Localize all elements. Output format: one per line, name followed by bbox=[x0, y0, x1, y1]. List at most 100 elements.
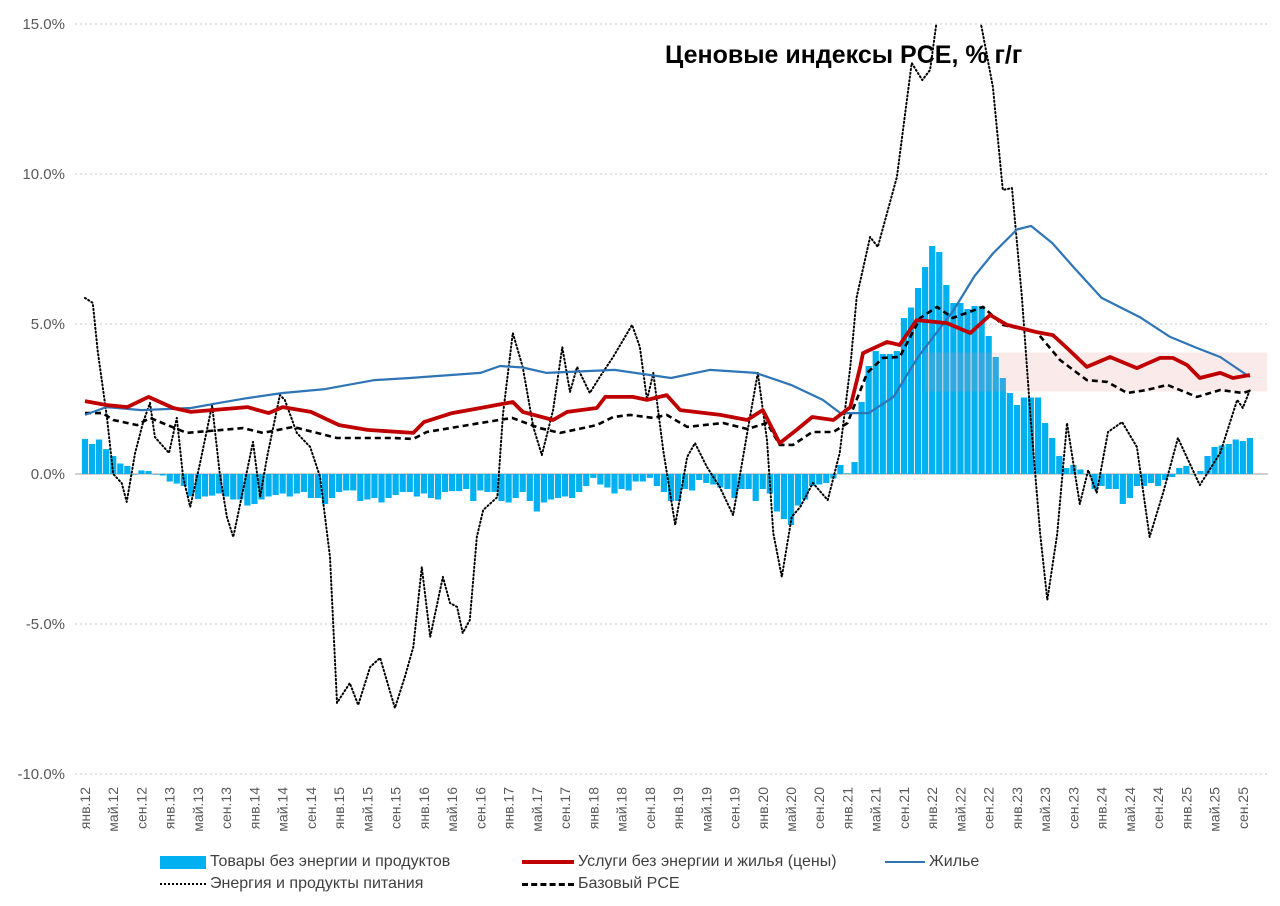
bar bbox=[569, 474, 576, 498]
bar bbox=[526, 474, 533, 501]
bar bbox=[166, 474, 173, 482]
housing-line bbox=[84, 224, 1251, 416]
bar bbox=[378, 474, 385, 503]
bar bbox=[321, 474, 329, 504]
x-tick-label: май.22 bbox=[952, 787, 968, 832]
bar bbox=[1035, 397, 1042, 474]
bar bbox=[886, 354, 893, 474]
bar bbox=[780, 474, 788, 519]
bar bbox=[477, 474, 484, 491]
bar bbox=[265, 474, 272, 497]
x-tick-label: янв.23 bbox=[1009, 787, 1025, 829]
y-tick-label: 5.0% bbox=[31, 316, 65, 333]
bar bbox=[138, 470, 145, 474]
bar bbox=[399, 474, 406, 492]
bar bbox=[724, 474, 731, 489]
bar bbox=[646, 474, 653, 478]
bar bbox=[773, 474, 780, 512]
bar bbox=[314, 474, 322, 498]
x-tick-label: май.15 bbox=[359, 787, 375, 832]
bar bbox=[470, 474, 477, 501]
bar bbox=[851, 462, 858, 474]
bar bbox=[639, 474, 646, 482]
x-tick-label: май.16 bbox=[444, 787, 460, 832]
x-tick-label: сен.18 bbox=[642, 787, 658, 829]
y-tick-label: 0.0% bbox=[31, 466, 65, 483]
bar bbox=[576, 474, 583, 492]
bar bbox=[223, 474, 230, 497]
bar bbox=[682, 474, 689, 489]
bar bbox=[385, 474, 392, 498]
x-tick-label: янв.22 bbox=[924, 787, 940, 829]
x-tick-label: янв.17 bbox=[501, 787, 517, 829]
x-tick-label: сен.16 bbox=[472, 787, 488, 829]
bar bbox=[1133, 474, 1141, 486]
bar bbox=[1006, 393, 1013, 474]
bar bbox=[244, 474, 251, 506]
bar bbox=[992, 357, 999, 474]
x-tick-label: янв.13 bbox=[162, 787, 178, 829]
bar bbox=[858, 402, 865, 474]
x-tick-label: май.14 bbox=[275, 787, 291, 832]
bar bbox=[625, 474, 632, 491]
bar bbox=[922, 267, 929, 474]
bar bbox=[145, 471, 152, 474]
bar bbox=[872, 351, 879, 474]
bar bbox=[660, 474, 668, 492]
bar bbox=[844, 473, 851, 474]
y-tick-label: 15.0% bbox=[22, 16, 65, 33]
bar bbox=[1204, 456, 1211, 474]
x-axis-labels: янв.12 май.12 сен.12 янв.13 май.13 сен.13 янв.… bbox=[77, 787, 1251, 832]
bar bbox=[371, 474, 378, 498]
x-tick-label: май.25 bbox=[1207, 787, 1223, 832]
bar bbox=[216, 474, 223, 494]
bar bbox=[406, 474, 413, 492]
series-lines bbox=[84, 24, 1251, 709]
bar bbox=[180, 474, 187, 486]
bar bbox=[1042, 423, 1049, 474]
x-tick-label: янв.14 bbox=[246, 787, 262, 829]
bar bbox=[604, 474, 611, 488]
bar bbox=[1190, 474, 1197, 475]
bar bbox=[449, 474, 456, 492]
bar bbox=[194, 474, 202, 499]
bar bbox=[1105, 474, 1112, 489]
bar bbox=[561, 474, 569, 497]
chart-title: Ценовые индексы PCE, % г/г bbox=[665, 41, 1022, 69]
x-tick-label: янв.24 bbox=[1094, 787, 1110, 829]
bar bbox=[914, 288, 922, 474]
x-tick-label: май.18 bbox=[614, 787, 630, 832]
bar bbox=[929, 246, 936, 474]
x-tick-label: янв.19 bbox=[670, 787, 686, 829]
x-tick-label: сен.20 bbox=[811, 787, 827, 829]
bar bbox=[583, 474, 590, 486]
bar bbox=[1091, 474, 1098, 489]
bar bbox=[187, 474, 194, 497]
bar bbox=[907, 307, 915, 474]
bar bbox=[696, 474, 703, 480]
x-tick-label: май.20 bbox=[783, 787, 799, 832]
bar bbox=[88, 444, 96, 474]
bar bbox=[738, 474, 745, 489]
bar bbox=[752, 474, 759, 501]
bar bbox=[1126, 474, 1133, 498]
bar bbox=[463, 474, 470, 489]
bar bbox=[208, 474, 216, 496]
bar bbox=[286, 474, 293, 497]
bar bbox=[823, 474, 830, 483]
bar bbox=[491, 474, 498, 492]
bar bbox=[1232, 439, 1239, 474]
bar bbox=[441, 474, 449, 492]
bar bbox=[1098, 474, 1105, 486]
bar bbox=[329, 474, 336, 498]
bar bbox=[456, 474, 463, 492]
bar bbox=[279, 474, 286, 494]
bar bbox=[802, 474, 809, 500]
services-line bbox=[84, 313, 1251, 446]
x-tick-label: янв.21 bbox=[839, 787, 855, 829]
energy-food-line bbox=[84, 24, 1251, 709]
bar bbox=[1013, 405, 1021, 474]
bar bbox=[717, 474, 724, 488]
bar bbox=[272, 474, 279, 495]
bar bbox=[357, 474, 364, 501]
